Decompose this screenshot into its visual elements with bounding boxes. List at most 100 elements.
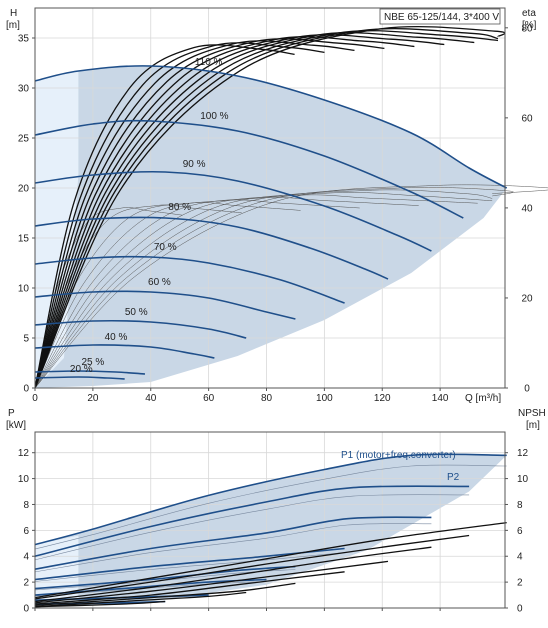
npsh-curve (34, 582, 296, 607)
qh-curve-25 (34, 370, 146, 375)
y-axis-label: H (10, 8, 17, 19)
legend-p1: P1 (motor+freq.converter) (341, 450, 456, 461)
y-tick-label: 25 (18, 134, 30, 145)
y2-axis-unit: [%] (522, 20, 537, 31)
y-axis-label: P (8, 408, 15, 419)
x-tick-label: 140 (432, 393, 449, 404)
y-axis-unit: [m] (6, 20, 20, 31)
p1-curve (34, 565, 296, 590)
npsh-curve (34, 534, 470, 600)
y-tick-label: 12 (18, 448, 30, 459)
y2-tick-label: 6 (517, 526, 523, 537)
y-tick-label: 20 (18, 184, 30, 195)
p2-curve (34, 494, 470, 561)
y-tick-label: 10 (18, 474, 30, 485)
y2-tick-label: 10 (517, 474, 529, 485)
efficiency-curve (34, 28, 499, 389)
y2-tick-label: 60 (521, 113, 533, 124)
speed-label: 100 % (200, 111, 228, 122)
x-tick-label: 20 (87, 393, 99, 404)
bottom-plot-frame (34, 431, 506, 609)
npsh-curve (34, 571, 345, 605)
x-tick-label: 120 (374, 393, 391, 404)
top-plot-frame (34, 7, 506, 389)
efficiency-thin-line (34, 184, 548, 389)
npsh-curve (34, 591, 247, 608)
y-tick-label: 15 (18, 234, 30, 245)
y2-tick-label: 4 (517, 552, 523, 563)
legend-p2: P2 (447, 472, 460, 483)
efficiency-curve (34, 40, 355, 389)
efficiency-thin-line (34, 194, 478, 389)
efficiency-curve (34, 30, 499, 389)
y-tick-label: 35 (18, 34, 30, 45)
y2-axis-label: eta (522, 8, 536, 19)
y-tick-label: 4 (23, 552, 29, 563)
y-tick-label: 0 (23, 384, 29, 395)
y-tick-label: 30 (18, 84, 30, 95)
efficiency-curve (34, 34, 445, 389)
x-tick-label: 80 (261, 393, 273, 404)
qh-curve-80 (34, 216, 389, 280)
speed-label: 70 % (154, 242, 177, 253)
efficiency-thin-line (34, 197, 419, 389)
speed-label: 60 % (148, 277, 171, 288)
y2-tick-label: 20 (521, 293, 533, 304)
npsh-curve (34, 600, 166, 608)
y2-tick-label: 40 (521, 203, 533, 214)
p1-curve (34, 516, 432, 570)
x-tick-label: 60 (203, 393, 215, 404)
y2-tick-label: 80 (521, 23, 533, 34)
y-tick-label: 10 (18, 284, 30, 295)
speed-label: 25 % (81, 357, 104, 368)
efficiency-curve (34, 32, 475, 389)
y2-tick-label: 12 (517, 448, 529, 459)
efficiency-thin-line (34, 199, 360, 389)
y2-tick-label: 0 (517, 604, 523, 615)
p2-curve (34, 464, 507, 550)
speed-label: 110 % (195, 57, 223, 68)
y2-axis-label: NPSH (518, 408, 546, 419)
qh-curve-20 (34, 376, 125, 380)
qh-curve-100 (34, 119, 464, 219)
x-tick-label: 40 (145, 393, 157, 404)
speed-label: 50 % (125, 307, 148, 318)
speed-label: 20 % (70, 364, 93, 375)
p1-curve (34, 453, 507, 546)
npsh-curve (34, 521, 507, 599)
efficiency-thin-line (34, 187, 514, 389)
p2-curve (34, 523, 432, 573)
title-box (379, 8, 501, 25)
y-tick-label: 5 (23, 334, 29, 345)
p1-curve (34, 485, 470, 557)
y2-tick-label: 8 (517, 500, 523, 511)
speed-label: 40 % (105, 332, 128, 343)
efficiency-curve (34, 44, 295, 389)
x-axis-label: Q [m³/h] (465, 393, 501, 404)
efficiency-curve (34, 36, 415, 389)
qh-curve-110 (34, 65, 508, 189)
y-tick-label: 8 (23, 500, 29, 511)
y-tick-label: 2 (23, 578, 29, 589)
qh-curve-50 (34, 319, 247, 339)
qh-curve-70 (34, 255, 345, 304)
x-tick-label: 0 (32, 393, 38, 404)
speed-label: 90 % (183, 159, 206, 170)
y2-axis-unit: [m] (526, 420, 540, 431)
x-tick-label: 100 (316, 393, 333, 404)
qh-curve-40 (34, 344, 215, 359)
qh-curve-60 (34, 290, 296, 320)
y-tick-label: 6 (23, 526, 29, 537)
npsh-curve (34, 560, 389, 604)
speed-label: 80 % (168, 202, 191, 213)
efficiency-curve (34, 38, 385, 389)
y2-tick-label: 0 (524, 384, 530, 395)
y-axis-unit: [kW] (6, 420, 26, 431)
p2-curve (34, 552, 345, 582)
y-tick-label: 0 (23, 604, 29, 615)
min-flow-region (35, 71, 79, 388)
y2-tick-label: 2 (517, 578, 523, 589)
npsh-curve (34, 546, 432, 603)
